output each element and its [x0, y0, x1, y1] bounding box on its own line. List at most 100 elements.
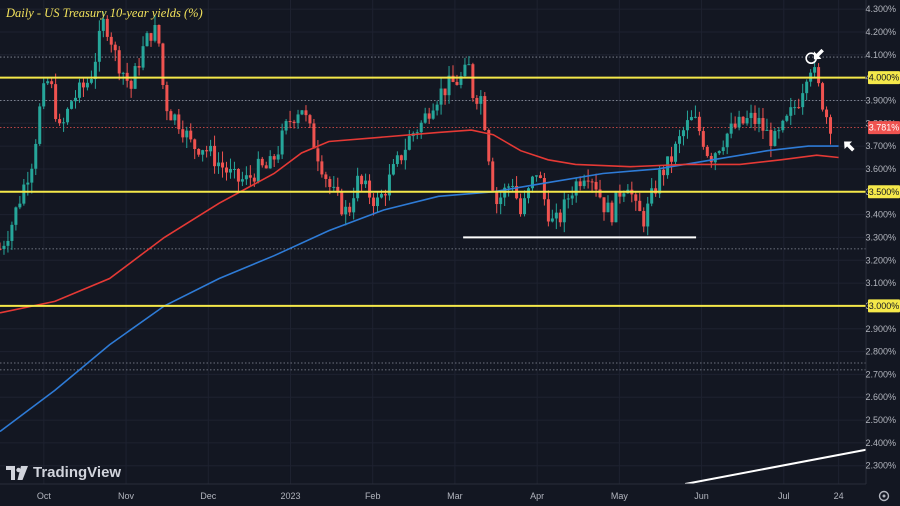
candle	[697, 111, 701, 136]
y-tick-label: 2.700%	[865, 369, 896, 379]
candle-body	[217, 162, 221, 167]
level-tag-label: 3.000%	[869, 301, 900, 311]
candle	[42, 78, 46, 110]
candle-body	[296, 114, 300, 124]
candle	[610, 200, 614, 226]
candle	[519, 193, 523, 217]
candle-body	[761, 118, 765, 131]
candle	[439, 77, 443, 115]
candle-body	[14, 207, 18, 225]
candle	[523, 190, 527, 217]
candle	[749, 104, 753, 128]
candle	[300, 110, 304, 116]
candle	[606, 195, 610, 213]
candle-body	[717, 151, 721, 154]
candle-body	[225, 167, 229, 173]
candle	[284, 119, 288, 135]
candle	[320, 155, 324, 178]
y-tick-label: 3.900%	[865, 95, 896, 105]
candle	[46, 77, 50, 85]
candle-body	[240, 179, 244, 182]
candle-body	[678, 136, 682, 144]
candle-body	[26, 182, 30, 185]
candle	[733, 116, 737, 130]
candle	[316, 140, 320, 172]
candle-body	[300, 110, 304, 115]
candle-body	[507, 186, 511, 188]
candle-body	[18, 203, 22, 208]
candle-body	[447, 75, 451, 96]
candle-body	[622, 193, 626, 197]
candle-body	[777, 130, 781, 132]
candle	[348, 202, 352, 217]
candle-body	[121, 72, 125, 74]
annotation-arrow-icon	[844, 141, 855, 152]
chart-title: Daily - US Treasury 10-year yields (%)	[6, 6, 203, 20]
tradingview-logo-icon	[6, 465, 28, 480]
candle	[105, 15, 109, 41]
candle	[201, 149, 205, 162]
candle	[471, 62, 475, 102]
candle-body	[431, 110, 435, 119]
candle	[209, 139, 213, 157]
candle-body	[30, 168, 34, 183]
candle	[113, 41, 117, 62]
candle-body	[376, 197, 380, 207]
candle-body	[737, 116, 741, 128]
candle-body	[642, 211, 646, 227]
y-tick-label: 4.300%	[865, 4, 896, 14]
candle-body	[137, 66, 141, 68]
candle-body	[451, 75, 455, 82]
candle	[368, 174, 372, 205]
candle-body	[205, 150, 209, 152]
candle	[395, 151, 399, 167]
candle-body	[344, 206, 348, 215]
y-tick-label: 3.400%	[865, 210, 896, 220]
candle	[272, 153, 276, 168]
candle-body	[272, 156, 276, 160]
candle-body	[765, 129, 769, 131]
candle-body	[455, 81, 459, 85]
candle	[546, 190, 550, 227]
candle	[193, 138, 197, 160]
candle	[336, 177, 340, 196]
candle-body	[419, 122, 423, 133]
x-tick-label: Nov	[118, 491, 135, 501]
gear-icon[interactable]	[878, 490, 890, 502]
candle-body	[304, 110, 308, 116]
candle-body	[499, 197, 503, 205]
candle	[77, 78, 81, 103]
candle-body	[781, 120, 785, 131]
x-tick-label: Jun	[694, 491, 709, 501]
candle-body	[129, 80, 133, 89]
candle	[324, 171, 328, 188]
candle-body	[105, 18, 109, 37]
moving-average-fast	[0, 129, 839, 314]
candle-body	[228, 169, 232, 173]
candle-body	[149, 33, 153, 41]
candle-body	[97, 30, 101, 62]
candle-body	[658, 169, 662, 194]
candle-body	[312, 123, 316, 149]
level-tag-label: 4.000%	[869, 73, 900, 83]
candle	[801, 83, 805, 115]
candle-body	[387, 174, 391, 196]
level-tag-box	[868, 185, 900, 199]
candle-body	[697, 116, 701, 132]
candle	[761, 108, 765, 140]
candle	[133, 63, 137, 90]
candle	[825, 106, 829, 124]
candle-body	[415, 132, 419, 134]
annotation-arrow-icon	[813, 48, 824, 60]
candle	[805, 79, 809, 101]
candle-body	[0, 248, 2, 250]
candle-body	[427, 113, 431, 119]
candle-body	[101, 18, 105, 31]
candle-body	[769, 129, 773, 146]
candle-body	[70, 101, 74, 109]
y-tick-label: 2.500%	[865, 415, 896, 425]
candle-body	[685, 120, 689, 131]
candle-body	[77, 82, 81, 98]
candle	[240, 171, 244, 187]
